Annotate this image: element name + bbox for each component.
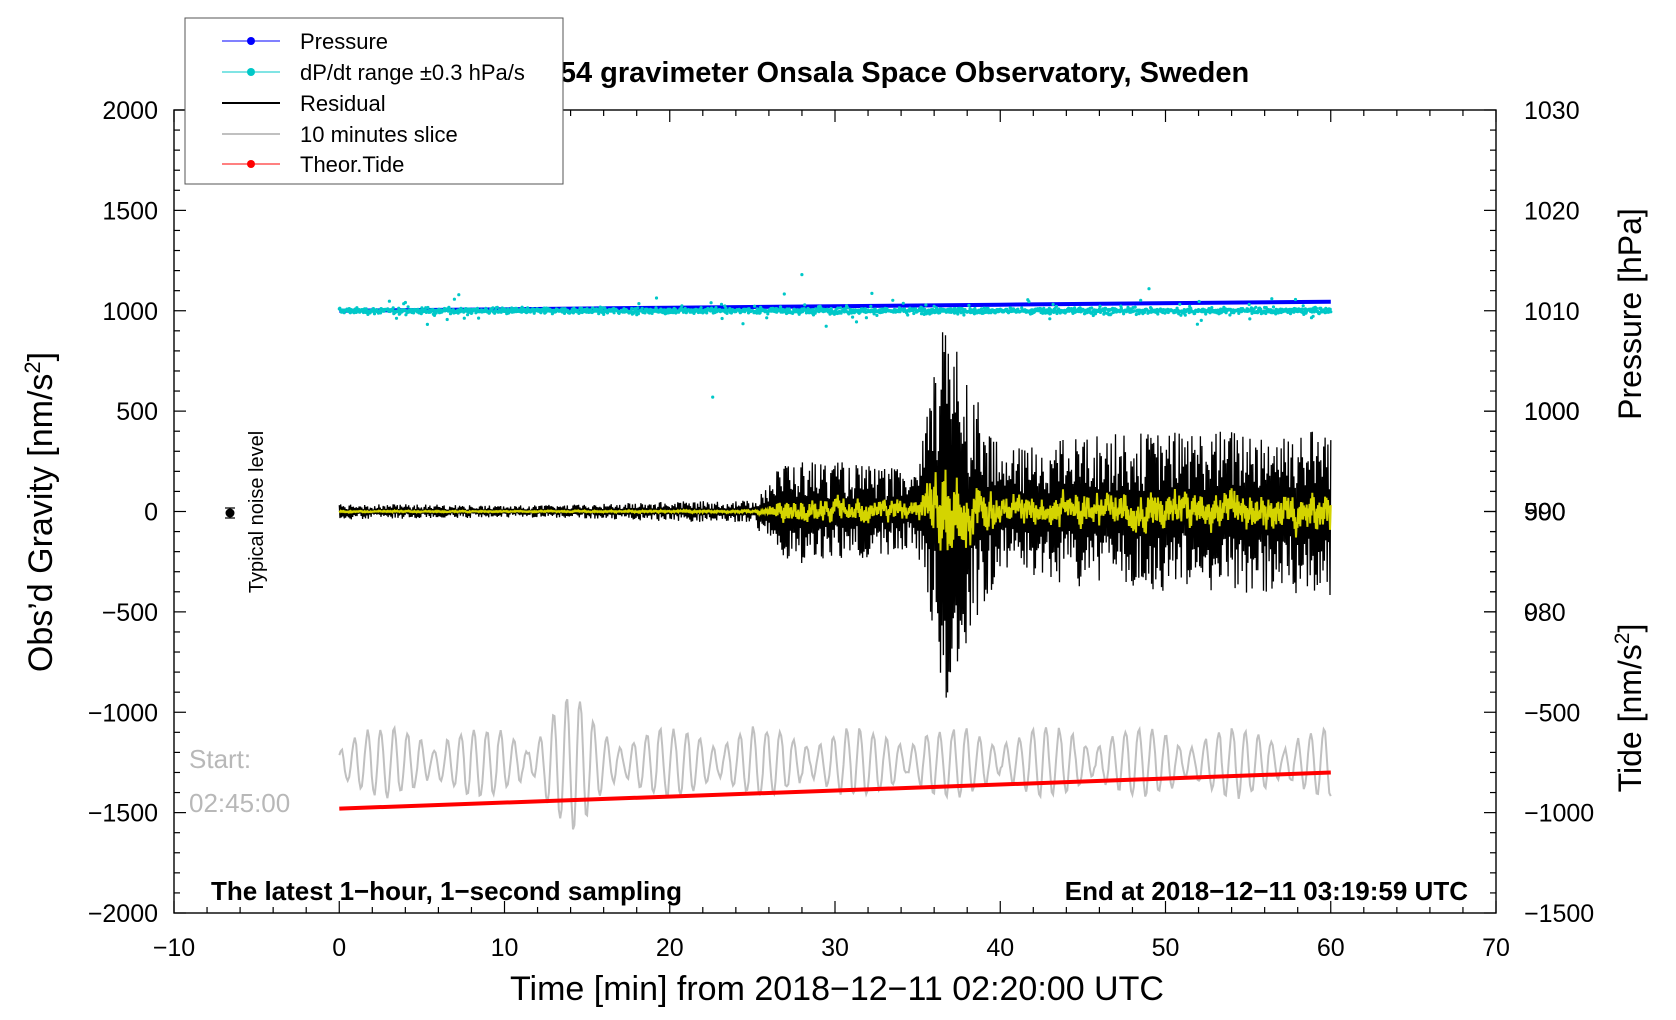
x-tick-label: −10 bbox=[153, 934, 195, 962]
left-tick-label: −500 bbox=[102, 599, 158, 627]
left-tick-label: 1500 bbox=[102, 197, 158, 225]
chart-title: SCG_054 gravimeter Onsala Space Observat… bbox=[465, 57, 1249, 89]
x-tick-label: 40 bbox=[986, 934, 1014, 962]
noise-marker-dot bbox=[225, 508, 235, 518]
x-tick-label: 30 bbox=[821, 934, 849, 962]
x-tick-label: 0 bbox=[332, 934, 346, 962]
tide-line bbox=[339, 770, 1331, 811]
slice-start-label: Start: bbox=[189, 744, 251, 774]
legend-tide-label: Theor.Tide bbox=[300, 152, 404, 177]
legend-item-pressure: Pressure bbox=[222, 29, 388, 54]
tide-tick-label: −1500 bbox=[1524, 900, 1594, 928]
left-tick-label: 500 bbox=[116, 398, 158, 426]
left-tick-label: −1500 bbox=[88, 800, 158, 828]
theor-tide-series bbox=[339, 770, 1331, 811]
ten-minute-slice-series bbox=[338, 698, 1332, 830]
left-axis-label: Obs’d Gravity [nm/s2] bbox=[20, 352, 60, 672]
x-tick-label: 50 bbox=[1152, 934, 1180, 962]
tide-tick-label: −1000 bbox=[1524, 800, 1594, 828]
dpdt-points bbox=[337, 273, 1333, 399]
residual-series bbox=[338, 332, 1332, 698]
legend: Pressure dP/dt range ±0.3 hPa/s Residual… bbox=[184, 17, 564, 185]
pressure-tick-label: 1030 bbox=[1524, 97, 1580, 125]
right-y-axes: 103010201010100099098010005000−500−1000−… bbox=[1484, 97, 1594, 928]
dpdt-series bbox=[337, 273, 1333, 399]
left-tick-label: 1000 bbox=[102, 298, 158, 326]
pressure-tick-label: 1010 bbox=[1524, 298, 1580, 326]
tide-tick-label: 500 bbox=[1524, 499, 1566, 527]
pressure-tick-label: 1020 bbox=[1524, 197, 1580, 225]
x-tick-label: 60 bbox=[1317, 934, 1345, 962]
tide-tick-label: 1000 bbox=[1524, 398, 1580, 426]
x-tick-label: 70 bbox=[1482, 934, 1510, 962]
legend-item-slice: 10 minutes slice bbox=[222, 122, 458, 147]
left-y-axis: 2000 1500 1000 500 0 −500 −1000 −1500 −2000 bbox=[88, 97, 186, 928]
left-tick-label: 2000 bbox=[102, 97, 158, 125]
noise-marker bbox=[225, 507, 235, 519]
tide-axis-label: Tide [nm/s2] bbox=[1611, 624, 1648, 793]
left-tick-label: −1000 bbox=[88, 699, 158, 727]
slice-start-time: 02:45:00 bbox=[189, 788, 290, 818]
tide-tick-label: 0 bbox=[1524, 599, 1538, 627]
noise-level-label: Typical noise level bbox=[246, 431, 268, 593]
legend-slice-label: 10 minutes slice bbox=[300, 122, 458, 147]
pressure-tick-label: 1000 bbox=[1524, 398, 1580, 426]
residual-filtered-line bbox=[338, 469, 1332, 551]
legend-pressure-label: Pressure bbox=[300, 29, 388, 54]
legend-item-residual: Residual bbox=[222, 91, 386, 116]
x-axis-label: Time [min] from 2018−12−11 02:20:00 UTC bbox=[510, 970, 1164, 1008]
legend-item-tide: Theor.Tide bbox=[222, 152, 404, 177]
x-tick-label: 10 bbox=[491, 934, 519, 962]
pressure-tick-label: 990 bbox=[1524, 499, 1566, 527]
tide-tick-label: −500 bbox=[1524, 699, 1580, 727]
left-tick-label: 0 bbox=[144, 499, 158, 527]
x-tick-label: 20 bbox=[656, 934, 684, 962]
footer-left: The latest 1−hour, 1−second sampling bbox=[211, 876, 682, 906]
pressure-tick-label: 980 bbox=[1524, 599, 1566, 627]
x-axis: −10 0 10 20 30 40 50 60 70 bbox=[153, 110, 1510, 962]
left-tick-label: −2000 bbox=[88, 900, 158, 928]
legend-dpdt-label: dP/dt range ±0.3 hPa/s bbox=[300, 60, 525, 85]
pressure-axis-label: Pressure [hPa] bbox=[1612, 208, 1648, 420]
legend-box bbox=[184, 17, 564, 185]
footer-right: End at 2018−12−11 03:19:59 UTC bbox=[1065, 876, 1468, 906]
legend-residual-label: Residual bbox=[300, 91, 386, 116]
slice-line bbox=[338, 698, 1332, 830]
legend-item-dpdt: dP/dt range ±0.3 hPa/s bbox=[222, 60, 525, 85]
